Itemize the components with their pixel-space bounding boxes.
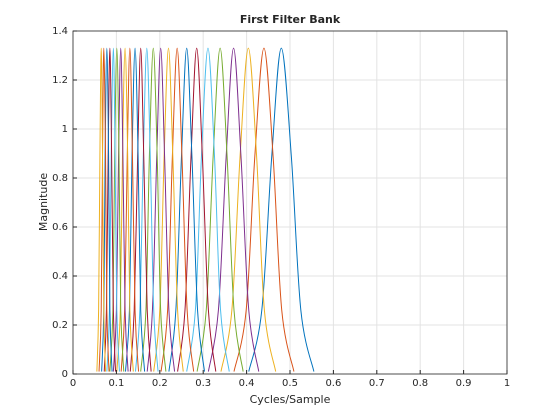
y-tick-label: 0.4 xyxy=(52,271,68,282)
x-tick-label: 0.7 xyxy=(369,378,385,389)
x-tick-label: 0.6 xyxy=(325,378,341,389)
y-axis-label: Magnitude xyxy=(37,173,50,232)
y-tick-label: 0 xyxy=(62,369,68,380)
lines xyxy=(96,47,315,372)
x-tick-label: 1 xyxy=(504,378,510,389)
x-tick-label: 0.5 xyxy=(282,378,298,389)
x-tick-label: 0.4 xyxy=(239,378,255,389)
y-tick-label: 1.4 xyxy=(52,26,68,37)
x-tick-label: 0.2 xyxy=(152,378,168,389)
y-tick-label: 0.6 xyxy=(52,222,68,233)
filter-line xyxy=(177,47,217,372)
y-tick-label: 1.2 xyxy=(52,75,68,86)
y-tick-label: 0.8 xyxy=(52,173,68,184)
chart-title: First Filter Bank xyxy=(240,13,341,26)
filter-line xyxy=(98,47,110,372)
ticks: 0 0.1 0.2 0.3 0.4 0.5 0.6 0.7 0.8 0.9 1 0 0.2 0.4 0.6 0… xyxy=(52,26,510,389)
x-tick-label: 0.1 xyxy=(108,378,124,389)
y-tick-label: 0.2 xyxy=(52,320,68,331)
x-axis-label: Cycles/Sample xyxy=(250,393,331,406)
x-tick-label: 0.8 xyxy=(412,378,428,389)
x-tick-label: 0.3 xyxy=(195,378,211,389)
x-tick-label: 0.9 xyxy=(456,378,472,389)
x-tick-label: 0 xyxy=(70,378,76,389)
y-tick-label: 1 xyxy=(62,124,68,135)
filter-line xyxy=(96,47,107,372)
